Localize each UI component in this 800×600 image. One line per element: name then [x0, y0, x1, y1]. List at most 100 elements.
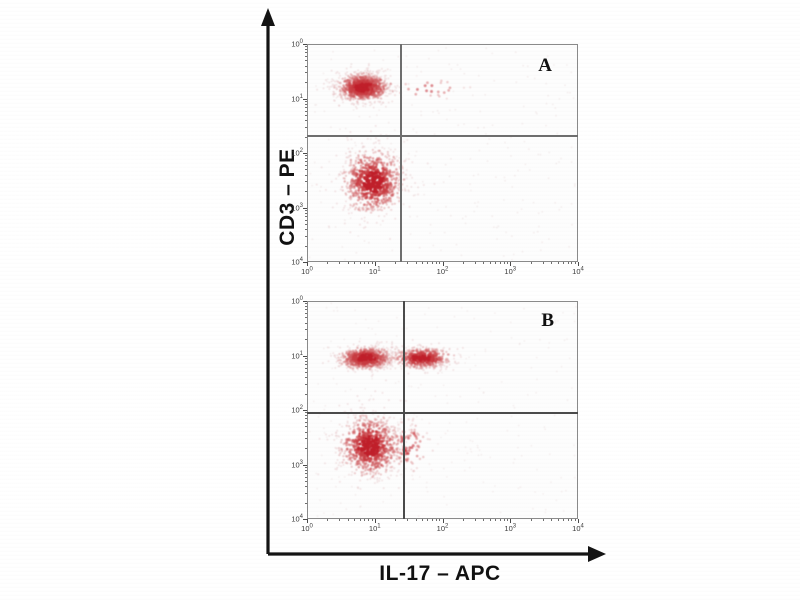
- x-tick-label: 100: [301, 523, 313, 534]
- y-minor-tick: [305, 303, 307, 305]
- y-minor-tick: [305, 60, 307, 62]
- x-tick-label: 101: [368, 266, 381, 277]
- y-tick-mark: [303, 44, 307, 45]
- x-minor-tick: [462, 262, 464, 264]
- y-tick-mark: [303, 207, 307, 209]
- x-minor-tick: [432, 519, 433, 521]
- x-minor-tick: [427, 262, 429, 264]
- x-tick-mark: [307, 262, 308, 266]
- x-minor-tick: [562, 519, 564, 521]
- x-minor-tick: [371, 519, 373, 521]
- x-axis-arrowhead: [588, 546, 606, 562]
- y-axis-title: CD3 – PE: [276, 148, 299, 246]
- y-minor-tick: [305, 363, 307, 365]
- x-minor-tick: [495, 519, 497, 521]
- y-tick-label: 101: [291, 350, 303, 361]
- x-tick-label: 102: [436, 266, 449, 277]
- dotplot-panel-a: A: [307, 44, 578, 262]
- y-minor-tick: [305, 219, 307, 221]
- y-minor-tick: [305, 169, 307, 171]
- x-tick-label: 103: [504, 523, 517, 534]
- y-minor-tick: [305, 329, 307, 331]
- y-minor-tick: [305, 235, 307, 237]
- panel-a-gate-horizontal: [307, 135, 578, 137]
- y-tick-label: 104: [291, 257, 303, 267]
- y-minor-tick: [305, 383, 307, 385]
- y-tick-label: 100: [291, 39, 303, 49]
- y-minor-tick: [305, 377, 307, 379]
- x-minor-tick: [542, 519, 544, 521]
- x-minor-tick: [462, 519, 464, 521]
- y-minor-tick: [305, 106, 307, 108]
- y-minor-tick: [305, 209, 307, 211]
- panel-a-plot-area: [307, 44, 578, 262]
- y-tick-mark: [303, 301, 307, 302]
- y-minor-tick: [305, 52, 307, 54]
- x-minor-tick: [435, 519, 437, 521]
- x-minor-tick: [435, 262, 437, 264]
- y-minor-tick: [305, 357, 307, 359]
- x-minor-tick: [562, 262, 564, 264]
- x-tick-mark: [510, 519, 512, 523]
- x-minor-tick: [327, 519, 329, 521]
- x-minor-tick: [427, 519, 429, 521]
- y-minor-tick: [305, 472, 307, 474]
- x-minor-tick: [439, 519, 441, 521]
- x-tick-label: 103: [504, 266, 517, 277]
- y-minor-tick: [305, 448, 307, 450]
- y-minor-tick: [305, 502, 307, 504]
- x-minor-tick: [507, 262, 509, 264]
- x-tick-mark: [442, 519, 444, 523]
- panel-b-gate-horizontal: [307, 412, 578, 414]
- y-minor-tick: [305, 110, 307, 112]
- x-minor-tick: [354, 519, 356, 521]
- x-minor-tick: [439, 262, 441, 264]
- dotplot-panel-b: B: [307, 301, 578, 519]
- y-minor-tick: [305, 158, 307, 160]
- x-tick-mark: [307, 519, 308, 523]
- x-minor-tick: [364, 519, 366, 521]
- y-tick-mark: [303, 98, 307, 100]
- y-minor-tick: [305, 306, 307, 308]
- x-minor-tick: [339, 519, 341, 521]
- y-minor-tick: [305, 165, 307, 167]
- y-tick-mark: [303, 410, 307, 411]
- panel-b-plot-area: [307, 301, 578, 519]
- y-tick-mark: [303, 519, 307, 520]
- y-minor-tick: [305, 415, 307, 417]
- y-minor-tick: [305, 322, 307, 324]
- y-minor-tick: [305, 215, 307, 217]
- x-minor-tick: [542, 262, 544, 264]
- y-minor-tick: [305, 181, 307, 183]
- x-minor-tick: [407, 519, 409, 521]
- x-minor-tick: [474, 262, 476, 264]
- x-minor-tick: [368, 262, 370, 264]
- y-minor-tick: [305, 469, 307, 471]
- panel-b-letter: B: [541, 310, 554, 331]
- y-minor-tick: [305, 360, 307, 362]
- x-axis-title: IL-17 – APC: [379, 562, 501, 585]
- x-minor-tick: [567, 519, 569, 521]
- y-axis-arrowhead: [261, 8, 275, 26]
- y-minor-tick: [305, 103, 307, 105]
- x-minor-tick: [347, 519, 349, 521]
- x-minor-tick: [407, 262, 409, 264]
- x-minor-tick: [483, 262, 485, 264]
- y-tick-mark: [303, 464, 307, 466]
- y-minor-tick: [305, 371, 307, 373]
- y-minor-tick: [305, 492, 307, 494]
- x-minor-tick: [489, 262, 491, 264]
- x-minor-tick: [364, 262, 366, 264]
- y-minor-tick: [305, 212, 307, 214]
- y-minor-tick: [305, 418, 307, 420]
- x-minor-tick: [557, 519, 559, 521]
- x-minor-tick: [503, 262, 505, 264]
- y-minor-tick: [305, 223, 307, 225]
- y-minor-tick: [305, 422, 307, 424]
- x-minor-tick: [567, 262, 569, 264]
- panel-b-gate-vertical: [403, 301, 405, 519]
- panel-a-dots: [308, 47, 576, 261]
- x-minor-tick: [371, 262, 373, 264]
- x-minor-tick: [395, 262, 397, 264]
- x-minor-tick: [339, 262, 341, 264]
